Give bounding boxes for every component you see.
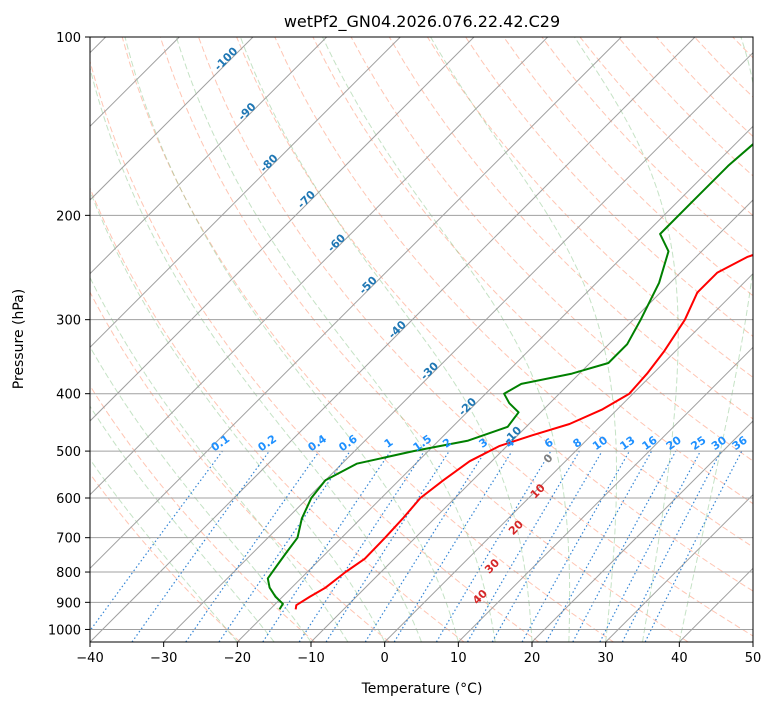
x-tick-label: 20 (524, 651, 541, 666)
y-tick-label: 300 (56, 314, 81, 329)
y-tick-label: 600 (56, 492, 81, 507)
y-axis-label: Pressure (hPa) (11, 289, 27, 389)
x-axis-label: Temperature (°C) (361, 681, 483, 697)
x-tick-label: −20 (224, 651, 251, 666)
y-tick-label: 700 (56, 532, 81, 547)
x-tick-label: −30 (150, 651, 177, 666)
x-tick-label: −10 (297, 651, 324, 666)
x-tick-label: 30 (597, 651, 614, 666)
x-tick-label: −40 (76, 651, 103, 666)
x-tick-label: 0 (381, 651, 389, 666)
y-tick-label: 400 (56, 388, 81, 403)
y-tick-label: 100 (56, 31, 81, 46)
y-tick-label: 800 (56, 566, 81, 581)
y-tick-label: 500 (56, 445, 81, 460)
y-tick-label: 1000 (48, 623, 81, 638)
y-tick-label: 200 (56, 209, 81, 224)
chart-title: wetPf2_GN04.2026.076.22.42.C29 (284, 12, 560, 32)
y-tick-label: 900 (56, 596, 81, 611)
isotherm-line (753, 37, 775, 642)
x-tick-label: 40 (671, 651, 688, 666)
x-tick-label: 50 (745, 651, 762, 666)
x-tick-label: 10 (450, 651, 467, 666)
